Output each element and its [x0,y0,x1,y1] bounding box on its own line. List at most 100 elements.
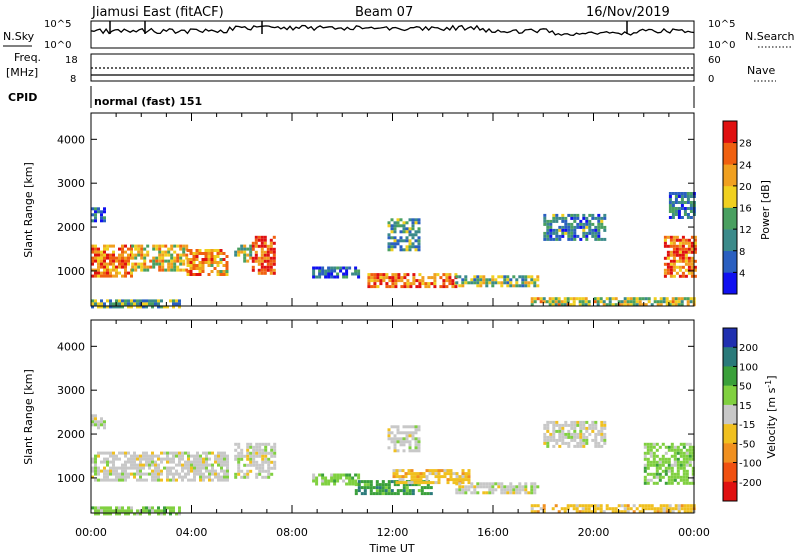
velocity-echo-cell [354,483,358,487]
power-echo-cell [179,253,183,257]
velocity-echo-region [234,442,277,479]
velocity-echo-cell [348,476,352,480]
power-echo-cell [100,256,103,260]
velocity-echo-cell [594,432,598,436]
power-echo-cell [617,303,621,307]
power-echo-cell [179,262,183,266]
power-echo-cell [686,213,690,216]
velocity-echo-cell [488,485,492,489]
velocity-echo-cell [392,475,396,479]
power-echo-cell [533,300,537,304]
power-echo-cell [546,228,550,232]
velocity-echo-cell [652,481,656,485]
power-echo-cell [414,248,418,252]
velocity-echo-cell [205,451,208,455]
velocity-echo-cell [652,454,656,458]
power-echo-cell [427,282,431,286]
power-echo-cell [130,247,133,251]
velocity-echo-cell [659,507,663,511]
velocity-echo-cell [488,482,492,486]
velocity-echo-cell [172,451,175,455]
velocity-echo-cell [199,460,202,464]
velocity-echo-cell [476,491,480,495]
velocity-echo-cell [187,463,190,467]
power-echo-cell [482,275,486,279]
power-echo-cell [600,222,604,226]
velocity-echo-cell [169,451,172,455]
velocity-echo-cell [461,491,465,495]
velocity-echo-cell [270,472,274,476]
power-echo-cell [608,303,612,307]
power-echo-cell [155,259,159,263]
velocity-echo-cell [554,504,558,508]
power-echo-cell [693,235,697,239]
velocity-echo-region [91,451,229,482]
power-echo-cell [675,238,679,242]
power-echo-cell [207,261,211,264]
velocity-echo-cell [166,466,169,470]
velocity-echo-cell [682,466,686,470]
power-echo-cell [127,247,130,251]
power-echo-cell [626,300,630,304]
power-echo-cell [216,255,220,258]
power-echo-cell [121,274,124,278]
velocity-echo-cell [646,448,650,452]
velocity-echo-cell [121,466,124,470]
velocity-echo-cell [154,478,157,482]
power-echo-cell [330,272,334,276]
velocity-echo-cell [145,478,148,482]
power-echo-cell [124,274,127,278]
power-echo-cell [100,219,103,223]
velocity-echo-cell [395,481,399,485]
power-echo-cell [357,272,361,276]
velocity-echo-cell [425,469,429,473]
power-echo-cell [179,256,183,260]
velocity-echo-cell [670,448,674,452]
velocity-echo-cell [641,510,645,514]
velocity-echo-cell [190,466,193,470]
power-colorbar-swatch [723,185,737,208]
velocity-echo-cell [166,451,169,455]
velocity-echo-cell [187,478,190,482]
power-echo-cell [521,281,525,285]
velocity-echo-cell [214,457,217,461]
velocity-echo-cell [641,504,645,508]
velocity-echo-cell [491,485,495,489]
power-echo-cell [572,297,576,301]
power-echo-cell [263,259,267,263]
power-echo-cell [240,244,244,248]
velocity-echo-cell [431,469,435,473]
velocity-echo-cell [348,473,352,477]
velocity-echo-cell [491,488,495,492]
velocity-echo-cell [652,445,656,449]
velocity-echo-cell [267,457,271,461]
power-echo-cell [257,262,261,266]
power-echo-cell [576,216,580,220]
velocity-echo-cell [148,509,151,513]
velocity-echo-cell [106,475,109,479]
power-echo-cell [198,261,202,264]
power-echo-cell [387,233,391,237]
velocity-echo-cell [688,445,692,449]
power-echo-cell [518,284,522,288]
velocity-echo-cell [139,463,142,467]
velocity-echo-cell [652,442,656,446]
velocity-echo-cell [455,491,459,495]
velocity-echo-cell [148,460,151,464]
power-echo-cell [94,216,97,220]
velocity-echo-cell [584,510,588,514]
velocity-echo-cell [375,489,379,493]
velocity-echo-cell [632,504,636,508]
velocity-echo-cell [566,507,570,511]
velocity-echo-cell [585,435,589,439]
power-echo-cell [173,244,177,248]
nsearch-tick-bottom: 10^0 [708,40,735,51]
velocity-echo-cell [673,475,677,479]
velocity-echo-cell [384,486,388,490]
power-echo-cell [257,268,261,272]
power-echo-cell [591,213,595,217]
velocity-echo-cell [673,448,677,452]
power-echo-cell [204,261,208,264]
